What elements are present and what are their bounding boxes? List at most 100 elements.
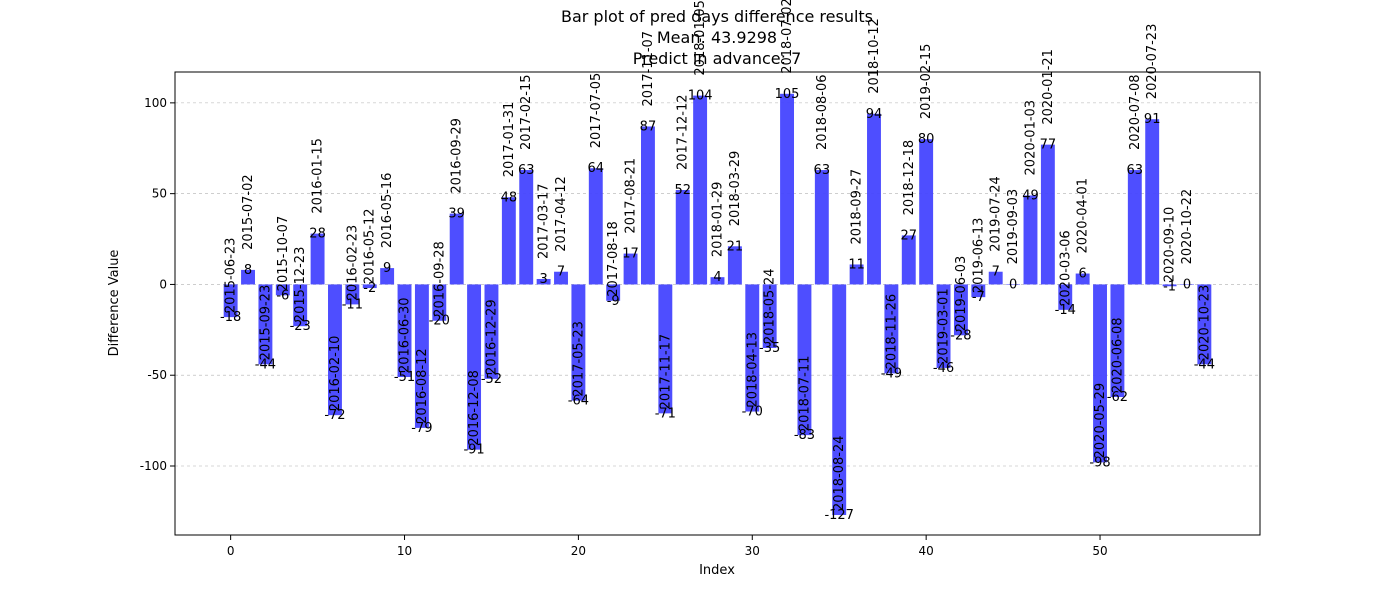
bar-value-label: -91: [463, 443, 484, 458]
y-axis-label: Difference Value: [107, 250, 122, 357]
bar-date-label: 2018-11-26: [884, 294, 899, 370]
bar: [258, 284, 273, 365]
bar: [1006, 284, 1021, 285]
bar-value-label: -62: [1107, 390, 1128, 405]
bar-date-label: 2016-08-12: [415, 348, 430, 424]
bar-date-label: 2016-05-12: [363, 209, 378, 285]
bar-date-label: 2020-03-06: [1058, 230, 1073, 306]
bar-value-label: -79: [411, 421, 432, 436]
bar-value-label: -44: [255, 357, 276, 372]
bar-value-label: -7: [972, 290, 985, 305]
x-tick-label: 10: [397, 544, 412, 558]
bar-date-label: 2016-12-08: [467, 370, 482, 446]
bar: [241, 269, 255, 285]
bar-value-label: 105: [775, 87, 800, 102]
bar: [310, 233, 325, 285]
bar-date-label: 2020-04-01: [1076, 178, 1091, 254]
bar-value-label: 64: [588, 161, 605, 176]
bar-value-label: -20: [429, 314, 450, 329]
x-tick-label: 40: [919, 544, 934, 558]
x-tick-label: 50: [1092, 544, 1107, 558]
bar: [588, 168, 603, 285]
bar-date-label: 2015-12-23: [293, 247, 308, 323]
bar-value-label: -23: [290, 319, 311, 334]
bar: [849, 264, 864, 285]
bar: [971, 284, 986, 298]
bar-date-label: 2017-07-05: [589, 73, 604, 149]
bar-value-label: 91: [1144, 112, 1161, 127]
bar-value-label: 21: [727, 239, 744, 254]
bar-value-label: 3: [539, 272, 547, 287]
bar-date-label: 2015-06-23: [224, 238, 239, 314]
y-tick-label: -100: [140, 459, 167, 473]
bar-value-label: 94: [866, 107, 883, 122]
bar-date-label: 2020-07-08: [1128, 74, 1143, 150]
bar-value-label: 17: [622, 247, 639, 262]
bar: [223, 284, 238, 318]
bar-date-label: 2020-01-21: [1041, 49, 1056, 125]
bar: [936, 284, 951, 368]
bar: [1127, 170, 1142, 285]
bar: [693, 95, 708, 285]
bar-date-label: 2018-07-02: [780, 0, 795, 74]
chart-title-line-1: Bar plot of pred days difference results: [561, 7, 873, 26]
bar: [362, 284, 377, 289]
bar: [328, 284, 342, 416]
bar-value-label: 104: [688, 89, 713, 104]
bar-value-label: -64: [568, 394, 589, 409]
x-axis-label: Index: [699, 563, 735, 578]
bar: [832, 284, 847, 516]
bar: [275, 284, 290, 296]
bar: [1162, 284, 1177, 287]
bar: [536, 278, 551, 285]
bar-value-label: -83: [794, 428, 815, 443]
plot-frame: [174, 71, 1261, 536]
bar: [345, 284, 360, 305]
bar: [623, 253, 638, 285]
bar-date-label: 2019-07-24: [989, 176, 1004, 252]
bar-date-label: 2015-07-02: [241, 174, 256, 250]
bar-date-label: 2020-01-03: [1023, 100, 1038, 176]
bar-date-label: 2018-07-11: [797, 356, 812, 432]
bar: [467, 284, 482, 450]
bar: [484, 284, 499, 379]
bar: [519, 170, 534, 285]
bar-date-label: 2020-07-23: [1145, 24, 1160, 100]
bar-value-label: 63: [518, 163, 535, 178]
bar-date-label: 2018-08-24: [832, 435, 847, 511]
chart-title: Bar plot of pred days difference results…: [561, 7, 873, 68]
bar-date-label: 2019-02-15: [919, 44, 934, 120]
bar-date-label: 2016-01-15: [311, 138, 326, 214]
bar-value-label: 87: [640, 119, 657, 134]
bar: [658, 284, 673, 414]
bar-date-label: 2016-12-29: [484, 299, 499, 375]
bar-date-label: 2016-02-10: [328, 336, 343, 412]
bar-value-label: 28: [309, 227, 326, 242]
bar-value-label: 63: [1127, 163, 1144, 178]
bar-date-label: 2017-11-07: [641, 31, 656, 107]
bar-date-label: 2020-09-10: [1163, 207, 1178, 283]
bar-date-label: 2018-01-05: [693, 0, 708, 76]
x-axis-ticks: 0 10 20 30 40 50: [227, 535, 1108, 558]
bar: [762, 284, 777, 348]
bar-date-label: 2016-05-16: [380, 173, 395, 249]
bar-date-label: 2018-01-29: [711, 182, 726, 258]
bar-date-label: 2017-08-18: [606, 221, 621, 297]
bar-date-label: 2017-01-31: [502, 102, 517, 178]
bar: [640, 126, 655, 285]
bar-value-label: 7: [992, 265, 1000, 280]
bar-date-label: 2017-02-15: [519, 74, 534, 150]
bar-value-label: -1: [1163, 279, 1176, 294]
bar-date-label: 2018-03-29: [728, 151, 743, 227]
bar-date-label: 2019-06-13: [971, 218, 986, 294]
bar-date-label: 2017-11-17: [658, 334, 673, 410]
bar-value-label: -46: [933, 361, 954, 376]
bar: [901, 235, 916, 285]
bar-value-label: -18: [220, 310, 241, 325]
bar-value-label: -72: [324, 408, 345, 423]
bar: [380, 268, 395, 285]
bar-value-label: -49: [881, 366, 902, 381]
bar-value-label: 0: [1183, 277, 1191, 292]
